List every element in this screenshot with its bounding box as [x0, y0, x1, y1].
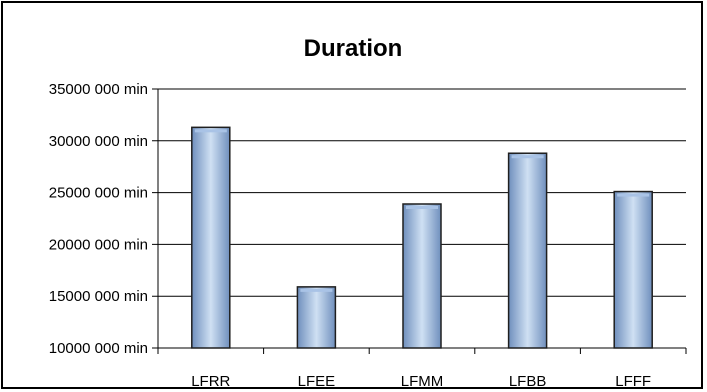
- bar: [507, 152, 548, 349]
- bar-lfrr: [191, 126, 231, 349]
- bar-bevel: [194, 129, 227, 133]
- bar-bevel: [300, 288, 333, 292]
- y-tick-label: 35000 000 min: [49, 81, 148, 98]
- y-axis-tick-labels: 10000 000 min 15000 000 min 20000 000 min 2…: [49, 81, 148, 357]
- x-category-label: LFRR: [191, 373, 230, 390]
- y-tick-label: 20000 000 min: [49, 236, 148, 253]
- x-category-label: LFMM: [401, 373, 444, 390]
- bar-bevel: [406, 205, 438, 209]
- x-axis-category-labels: LFRR LFEE LFMM LFBB LFFF: [191, 373, 651, 390]
- bars: [191, 126, 653, 349]
- x-category-label: LFFF: [615, 373, 651, 390]
- bar: [191, 126, 231, 349]
- grid-lines: [152, 88, 687, 354]
- bar: [296, 286, 337, 349]
- x-category-label: LFBB: [509, 373, 547, 390]
- bar-lfee: [296, 286, 337, 349]
- chart-title: Duration: [304, 35, 403, 62]
- bar-lfff: [613, 190, 653, 349]
- bar: [402, 203, 442, 349]
- y-tick-label: 30000 000 min: [49, 133, 148, 150]
- x-category-label: LFEE: [298, 373, 336, 390]
- bar-bevel: [617, 193, 650, 197]
- bar-bevel: [511, 155, 544, 159]
- bar-lfbb: [507, 152, 548, 349]
- bar-lfmm: [402, 203, 442, 349]
- y-tick-label: 25000 000 min: [49, 185, 148, 202]
- bar: [613, 190, 653, 349]
- y-tick-label: 10000 000 min: [49, 340, 148, 357]
- y-tick-label: 15000 000 min: [49, 288, 148, 305]
